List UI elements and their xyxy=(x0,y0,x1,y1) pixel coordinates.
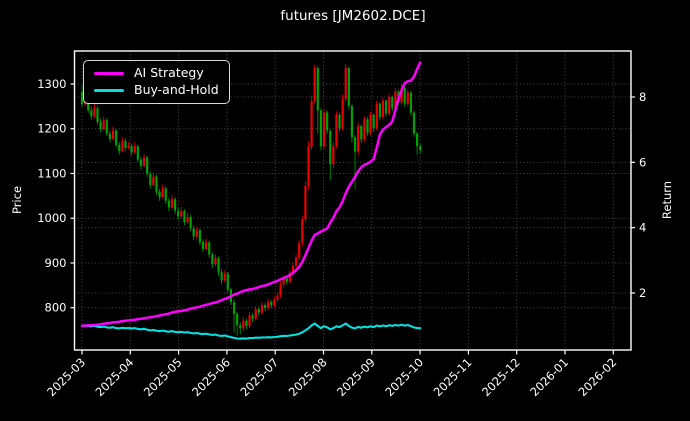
legend-item-ai-strategy: AI Strategy xyxy=(84,67,229,80)
price-tick-label: 800 xyxy=(45,301,67,315)
price-tick-label: 1000 xyxy=(37,211,66,225)
price-tick-label: 1300 xyxy=(37,77,66,91)
return-tick-label: 6 xyxy=(639,155,646,169)
legend: AI Strategy Buy-and-Hold xyxy=(83,60,230,104)
axes-spines xyxy=(73,50,632,351)
ai-strategy-line-swatch xyxy=(94,71,124,76)
return-tick-label: 2 xyxy=(639,286,646,300)
ai-strategy-line xyxy=(80,61,422,327)
chart-title: futures [JM2602.DCE] xyxy=(280,8,426,24)
legend-label: AI Strategy xyxy=(134,65,204,81)
return-tick-label: 4 xyxy=(639,221,646,235)
legend-item-buy-and-hold: Buy-and-Hold xyxy=(84,84,229,97)
price-tick-label: 1100 xyxy=(37,166,66,180)
legend-label: Buy-and-Hold xyxy=(134,82,219,98)
tick-marks xyxy=(70,83,635,355)
price-tick-label: 900 xyxy=(45,256,67,270)
buy-and-hold-line-swatch xyxy=(94,88,124,93)
candlestick-series xyxy=(80,64,422,336)
return-tick-label: 8 xyxy=(639,90,646,104)
price-tick-label: 1200 xyxy=(37,122,66,136)
buy-and-hold-line xyxy=(80,322,422,340)
price-axis-label: Price xyxy=(10,185,24,215)
return-axis-label: Return xyxy=(660,180,674,220)
